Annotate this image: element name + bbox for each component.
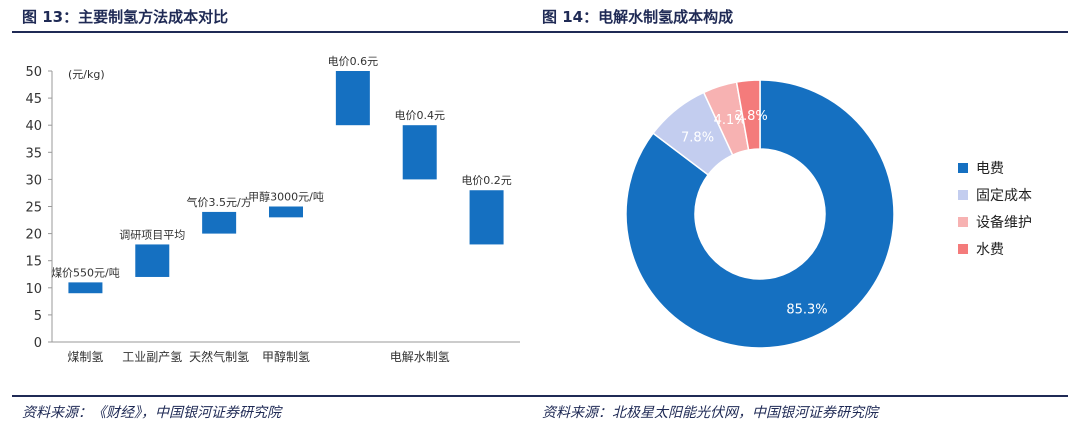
cost-range-bar (68, 282, 103, 294)
right-source-note: 资料来源：北极星太阳能光伏网，中国银河证券研究院 (542, 405, 878, 421)
bar-annotation: 电价0.4元 (394, 109, 445, 122)
legend-swatch (958, 163, 968, 173)
y-tick-label: 5 (34, 309, 42, 324)
slice-percent-label: 2.8% (735, 109, 768, 124)
bottom-rule (12, 395, 1068, 397)
legend-swatch (958, 217, 968, 227)
cost-range-bar (135, 244, 170, 277)
cost-range-bar (335, 71, 370, 126)
cost-range-bar (202, 211, 237, 234)
y-tick-label: 15 (25, 255, 42, 270)
y-tick-label: 40 (25, 119, 42, 134)
legend-label: 固定成本 (976, 188, 1032, 204)
y-unit-label: (元/kg) (68, 68, 105, 81)
bar-annotation: 气价3.5元/方 (187, 195, 252, 209)
legend-swatch (958, 190, 968, 200)
legend-label: 水费 (976, 242, 1004, 258)
y-tick-label: 45 (25, 92, 42, 107)
left-figure-title: 图 13：主要制氢方法成本对比 (22, 8, 229, 26)
y-tick-label: 20 (25, 228, 42, 243)
top-rule (12, 31, 1068, 33)
category-label: 工业副产氢 (122, 349, 182, 364)
cost-range-bar (469, 190, 504, 245)
cost-range-bar (269, 206, 303, 218)
legend-swatch (958, 244, 968, 254)
category-label: 甲醇制氢 (262, 349, 310, 364)
donut-slice (735, 79, 761, 151)
hydrogen-cost-bar-chart: 0 5 10 15 20 25 30 35 40 45 50 (元/kg) 煤价550元/吨 调研项目平均… (25, 55, 520, 364)
y-tick-label: 0 (34, 336, 42, 351)
bar-annotation: 电价0.6元 (328, 55, 379, 68)
y-tick-label: 50 (25, 65, 42, 80)
category-label: 煤制氢 (67, 349, 103, 364)
legend-label: 设备维护 (976, 214, 1032, 231)
y-tick-label: 30 (25, 173, 42, 188)
category-label: 电解水制氢 (390, 349, 450, 364)
y-tick-label: 10 (25, 282, 42, 297)
donut-slice (625, 79, 895, 349)
legend-label: 电费 (976, 161, 1004, 177)
slice-percent-label: 4.1% (714, 113, 747, 128)
right-figure-title: 图 14：电解水制氢成本构成 (542, 8, 734, 26)
bar-annotation: 甲醇3000元/吨 (248, 190, 324, 204)
slice-percent-label: 85.3% (786, 302, 827, 317)
slice-percent-label: 7.8% (681, 131, 714, 146)
bar-annotation: 调研项目平均 (119, 228, 185, 241)
bar-annotation: 电价0.2元 (461, 174, 512, 187)
left-source-note: 资料来源：《财经》，中国银河证券研究院 (22, 405, 281, 421)
bar-annotation: 煤价550元/吨 (51, 266, 120, 279)
y-tick-label: 25 (25, 201, 42, 216)
y-tick-label: 35 (25, 146, 42, 161)
cost-range-bar (402, 125, 437, 180)
category-label: 天然气制氢 (189, 349, 249, 364)
